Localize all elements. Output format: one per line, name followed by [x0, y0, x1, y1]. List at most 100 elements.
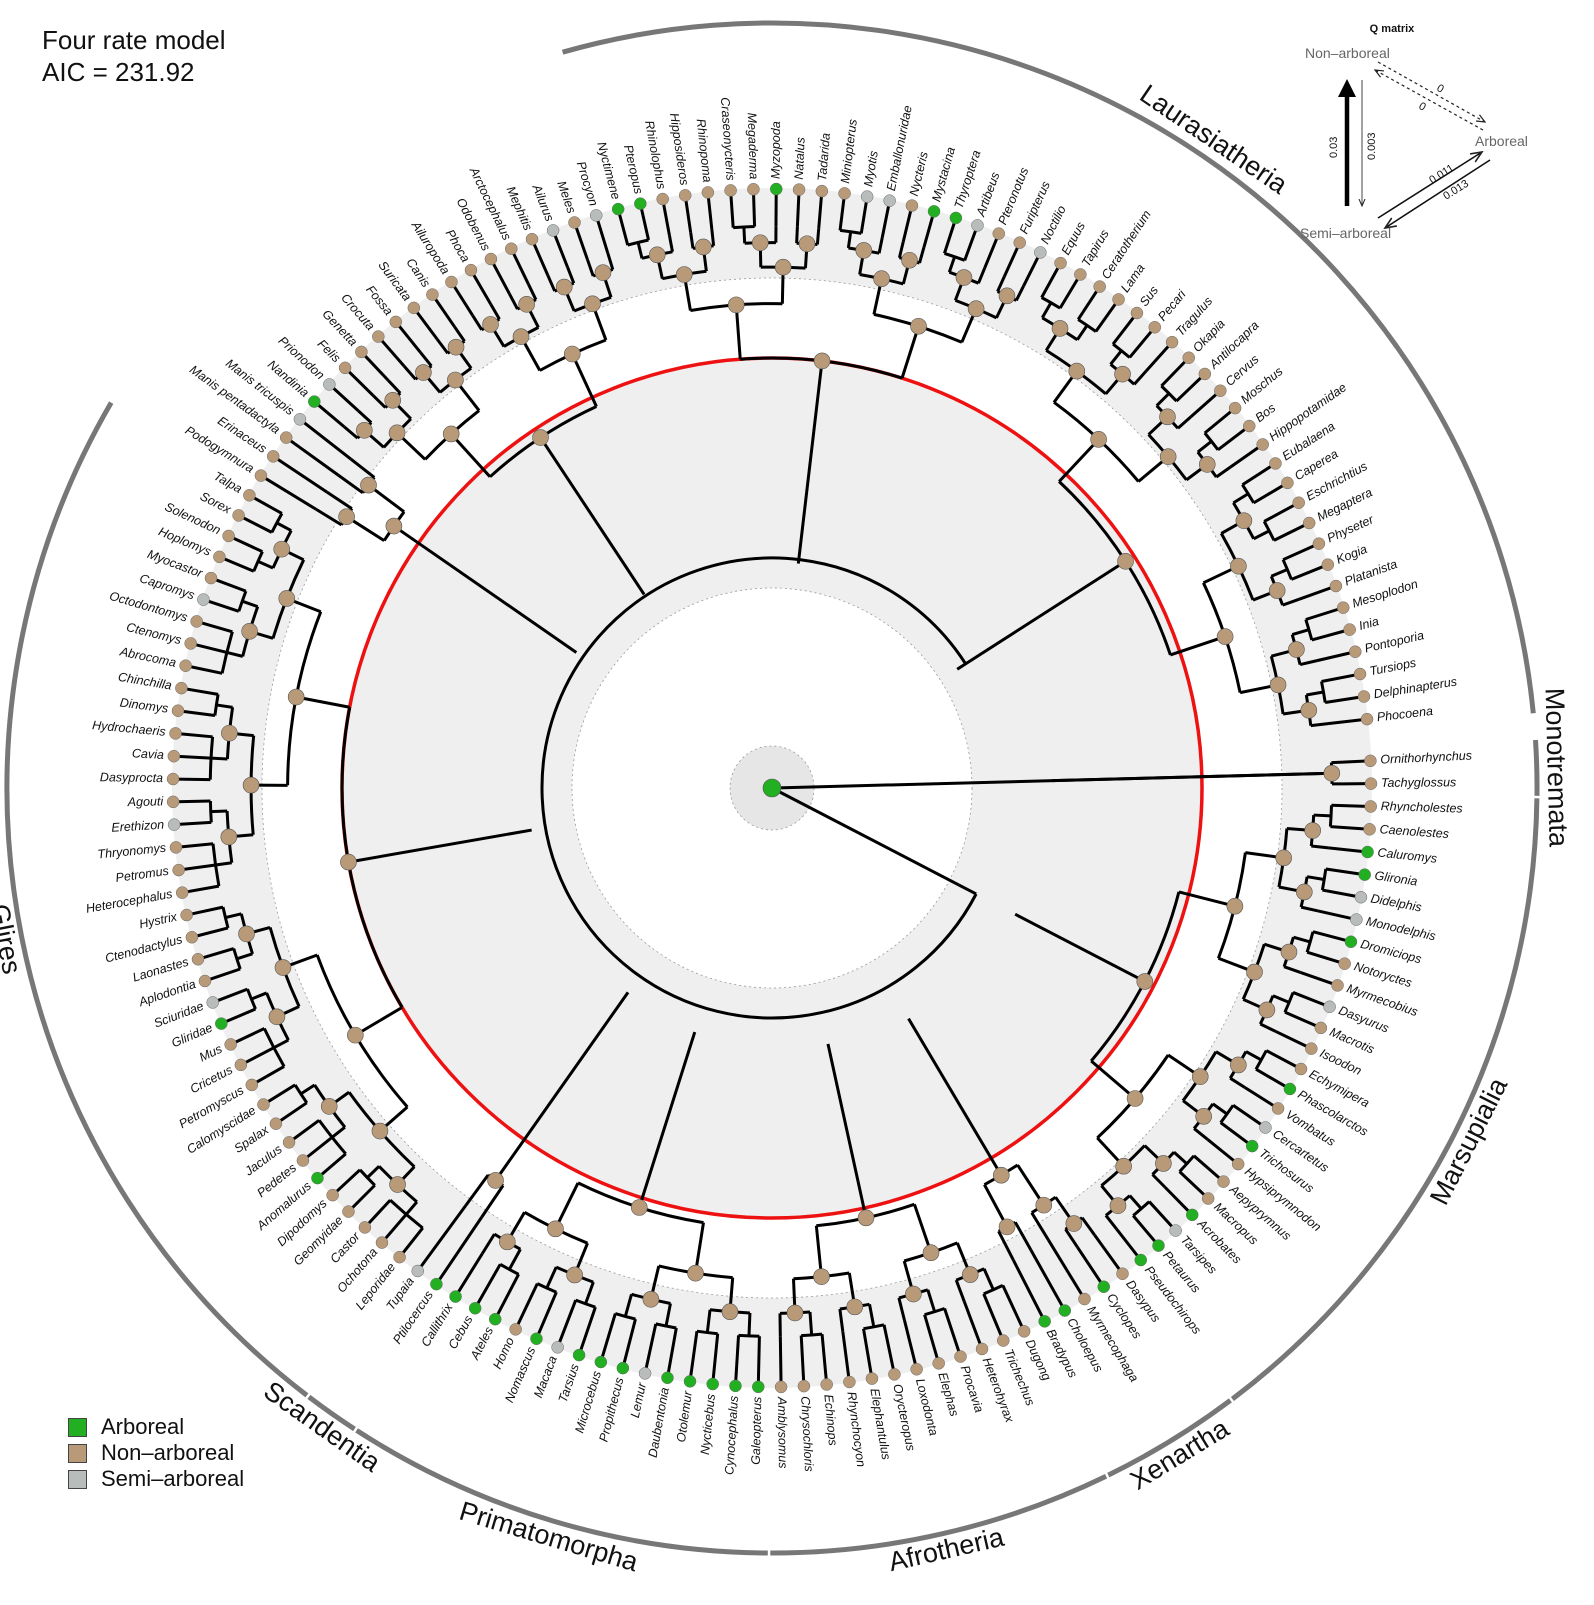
ancestral-state-pie — [1115, 366, 1131, 382]
tip-state-dot — [911, 1363, 923, 1375]
tip-state-dot — [547, 224, 559, 236]
ancestral-state-pie — [775, 259, 791, 275]
clade-label: Scandentia — [258, 1375, 387, 1478]
tip-state-dot — [1214, 385, 1226, 397]
tip-label: Lama — [1118, 261, 1148, 295]
ancestral-state-pie — [799, 236, 815, 252]
tip-state-dot — [1272, 1102, 1284, 1114]
tip-state-dot — [866, 1373, 878, 1385]
tip-state-dot — [1259, 1122, 1271, 1134]
tip-branch — [177, 801, 210, 802]
tip-label: Echinops — [821, 1394, 840, 1447]
tip-label: Megaderma — [745, 112, 761, 179]
tip-state-dot — [1183, 352, 1195, 364]
ancestral-state-pie — [1305, 823, 1321, 839]
tip-label: Propithecus — [597, 1376, 627, 1443]
tip-state-dot — [861, 191, 873, 203]
tip-state-dot — [729, 1380, 741, 1392]
tip-label: Rhinolophus — [642, 119, 668, 190]
tip-state-dot — [1295, 1063, 1307, 1075]
tip-state-dot — [1039, 1315, 1051, 1327]
tip-state-dot — [1269, 457, 1281, 469]
legend-label: Semi–arboreal — [101, 1466, 244, 1492]
q-rate-non-to-arb: 0 — [1435, 82, 1446, 95]
tip-state-dot — [993, 228, 1005, 240]
internal-branch — [211, 758, 227, 759]
tip-label: Cavia — [132, 746, 165, 762]
tip-label: Amblysomus — [775, 1396, 790, 1469]
internal-branch — [1314, 815, 1331, 816]
ancestral-state-pie — [221, 829, 237, 845]
tip-label: Loxodonta — [913, 1377, 941, 1437]
ancestral-state-pie — [361, 477, 377, 493]
tip-branch — [754, 193, 755, 226]
ancestral-state-pie — [1199, 456, 1215, 472]
tip-state-dot — [207, 996, 219, 1008]
tip-state-dot — [175, 682, 187, 694]
ancestral-state-pie — [1217, 629, 1233, 645]
tip-state-dot — [1365, 800, 1377, 812]
internal-branch — [482, 1186, 503, 1217]
ancestral-state-pie — [728, 297, 744, 313]
ancestral-state-pie — [905, 1286, 921, 1302]
ancestral-state-pie — [1159, 409, 1175, 425]
q-rate-semi-to-arb: 0.011 — [1427, 162, 1456, 186]
ancestral-state-pie — [1192, 1069, 1208, 1085]
tip-state-dot — [1322, 559, 1334, 571]
ancestral-state-pie — [1227, 898, 1243, 914]
tip-state-dot — [412, 1265, 424, 1277]
tip-state-dot — [1018, 1325, 1030, 1337]
ancestral-state-pie — [556, 279, 572, 295]
tip-state-dot — [359, 1221, 371, 1233]
tip-state-dot — [707, 1378, 719, 1390]
tip-state-dot — [176, 887, 188, 899]
ancestral-state-pie — [1137, 973, 1153, 989]
tip-label: Cebus — [446, 1313, 476, 1351]
tip-state-dot — [445, 276, 457, 288]
tip-label: Chrysochloris — [798, 1396, 816, 1472]
tip-state-dot — [376, 1237, 388, 1249]
clade-label: Monotremata — [1539, 687, 1573, 848]
tip-state-dot — [684, 1375, 696, 1387]
tip-state-dot — [192, 953, 204, 965]
tip-label: Cynocephalus — [722, 1395, 741, 1475]
tip-state-dot — [657, 193, 669, 205]
tip-state-dot — [1131, 307, 1143, 319]
ancestral-state-pie — [447, 372, 463, 388]
ancestral-state-pie — [1324, 765, 1340, 781]
ancestral-state-pie — [1247, 964, 1263, 980]
tip-label: Homo — [490, 1335, 517, 1371]
ancestral-state-pie — [564, 346, 580, 362]
tip-state-dot — [1358, 691, 1370, 703]
tip-state-dot — [327, 1189, 339, 1201]
ancestral-state-pie — [1110, 1198, 1126, 1214]
tip-state-dot — [323, 378, 335, 390]
tip-state-dot — [1113, 293, 1125, 305]
tip-state-dot — [225, 1038, 237, 1050]
ancestral-state-pie — [443, 426, 459, 442]
ancestral-state-pie — [339, 509, 355, 525]
tip-state-dot — [185, 637, 197, 649]
ancestral-state-pie — [321, 1098, 337, 1114]
internal-branch — [1059, 439, 1098, 481]
tip-state-dot — [793, 184, 805, 196]
ancestral-state-pie — [386, 518, 402, 534]
tip-label: Nycticebus — [698, 1393, 718, 1455]
tip-label: Daubentonia — [646, 1386, 672, 1458]
tip-state-dot — [355, 346, 367, 358]
tip-state-dot — [246, 1079, 258, 1091]
tip-label: Miniopterus — [838, 118, 860, 184]
tip-state-dot — [1059, 1305, 1071, 1317]
tip-state-dot — [1170, 1225, 1182, 1237]
tip-label: Hipposideros — [667, 112, 691, 186]
tip-state-dot — [167, 796, 179, 808]
ancestral-state-pie — [1052, 320, 1068, 336]
tip-state-dot — [170, 841, 182, 853]
tip-state-dot — [617, 1362, 629, 1374]
tip-label: Phocoena — [1376, 704, 1434, 724]
legend-swatch-semi-arboreal — [68, 1470, 87, 1489]
tip-state-dot — [172, 705, 184, 717]
therian-stem — [772, 788, 976, 894]
tip-label: Felis — [315, 337, 344, 366]
